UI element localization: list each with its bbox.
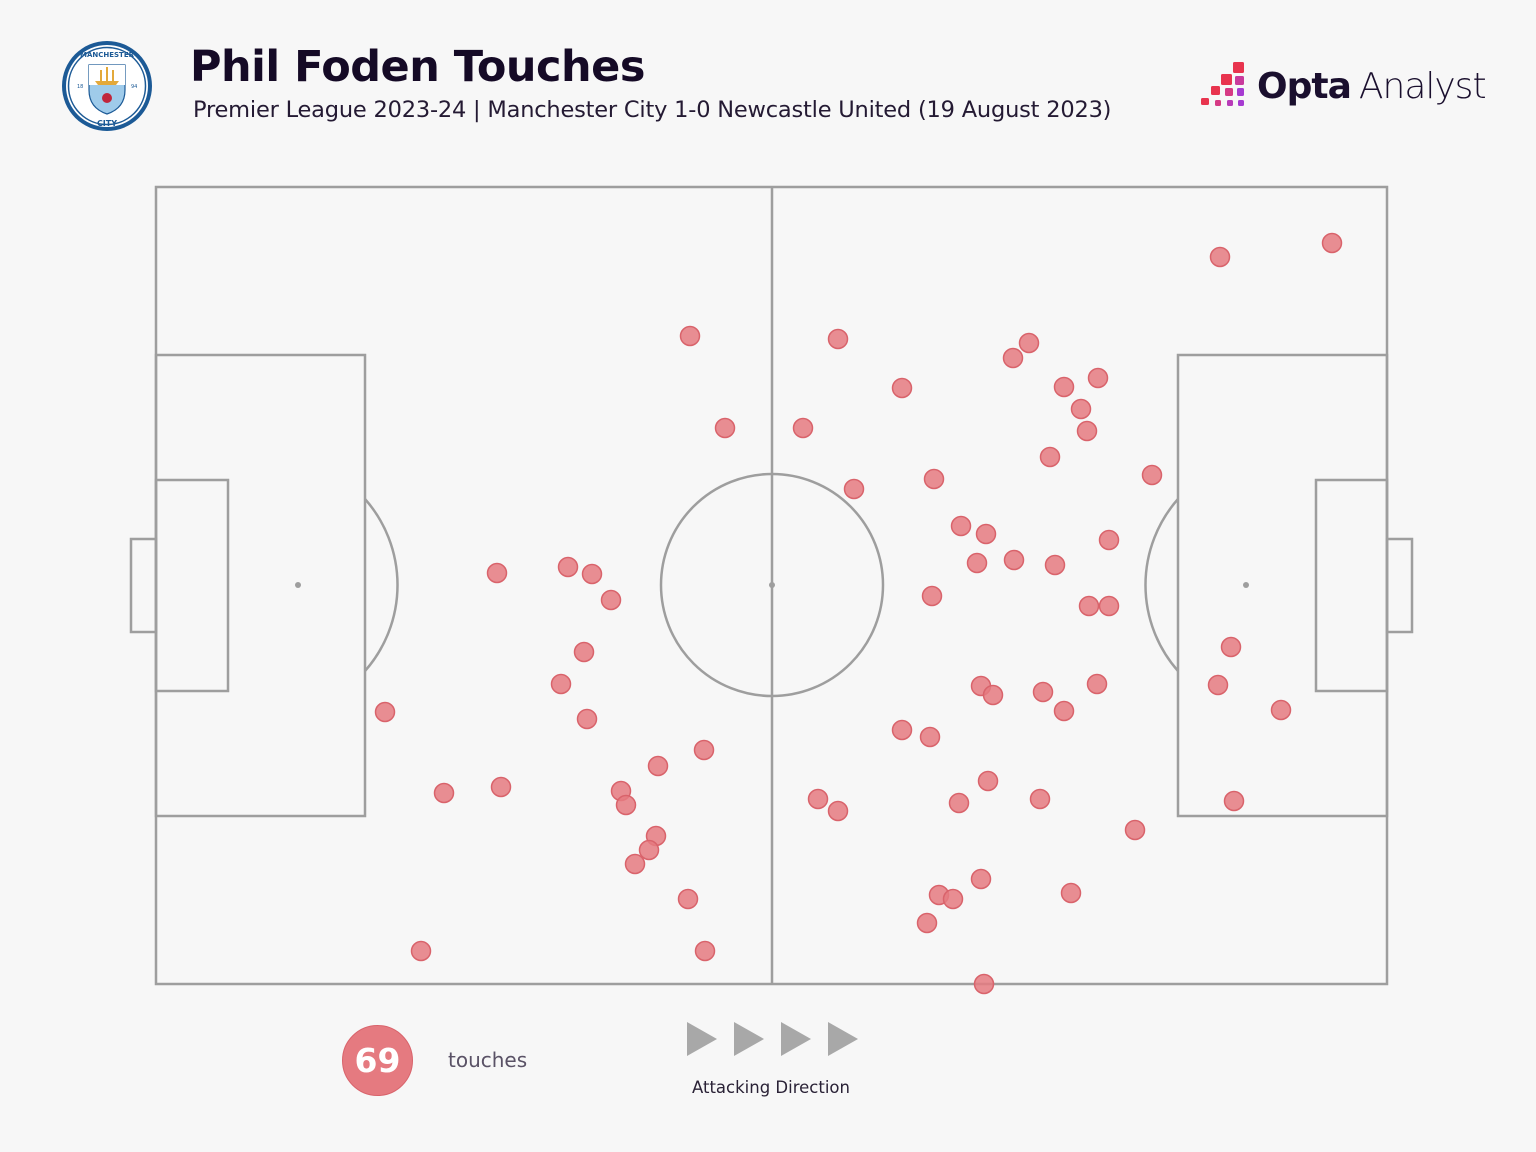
touch-dot	[977, 770, 999, 792]
touch-dot	[891, 377, 913, 399]
brand-analyst-text: Analyst	[1358, 65, 1487, 107]
attacking-direction-label: Attacking Direction	[692, 1078, 850, 1097]
touch-dot	[581, 563, 603, 585]
touch-dot	[975, 523, 997, 545]
touch-dot	[950, 515, 972, 537]
left-penalty-spot	[295, 582, 301, 588]
left-penalty-area	[154, 353, 367, 818]
pitch-markings	[129, 185, 1414, 986]
left-penalty-arc	[364, 498, 399, 672]
touch-dot	[843, 478, 865, 500]
touch-dot	[1060, 882, 1082, 904]
touch-dot	[1053, 700, 1075, 722]
touch-dot	[1044, 554, 1066, 576]
touch-dot	[1032, 681, 1054, 703]
touch-dot	[1209, 246, 1231, 268]
right-penalty-area	[1176, 353, 1389, 818]
touch-dot	[647, 755, 669, 777]
touch-dot	[916, 912, 938, 934]
touch-dot	[1207, 674, 1229, 696]
touch-dot	[982, 684, 1004, 706]
touch-dot	[923, 468, 945, 490]
touch-dot	[970, 868, 992, 890]
touch-dot	[1003, 549, 1025, 571]
touch-dot	[1086, 673, 1108, 695]
touch-dot	[374, 701, 396, 723]
touch-dot	[1220, 636, 1242, 658]
touch-dot	[973, 973, 995, 995]
left-six-yard-box	[154, 478, 230, 693]
opta-analyst-logo: Opta Analyst	[1197, 60, 1487, 112]
svg-text:MANCHESTER: MANCHESTER	[80, 51, 135, 59]
touch-dot	[1098, 595, 1120, 617]
touch-dot	[693, 739, 715, 761]
touch-dot	[576, 708, 598, 730]
touch-dot	[1078, 595, 1100, 617]
right-penalty-spot	[1243, 582, 1249, 588]
touch-dot	[1076, 420, 1098, 442]
touch-dot	[919, 726, 941, 748]
touch-dot	[1270, 699, 1292, 721]
touch-dot	[966, 552, 988, 574]
touch-dot	[948, 792, 970, 814]
left-goal	[129, 537, 158, 634]
play-arrow-icon	[734, 1022, 764, 1056]
svg-text:CITY: CITY	[97, 119, 117, 128]
touch-dot	[638, 839, 660, 861]
page-title: Phil Foden Touches	[190, 42, 645, 92]
touch-dot	[1002, 347, 1024, 369]
opta-pixel-mark-icon	[1201, 62, 1244, 106]
touch-dot	[694, 940, 716, 962]
attacking-direction-arrows	[687, 1022, 858, 1056]
touch-dots	[374, 232, 1343, 995]
touch-dot	[942, 888, 964, 910]
touch-dot	[615, 794, 637, 816]
play-arrow-icon	[687, 1022, 717, 1056]
touch-dot	[1029, 788, 1051, 810]
touch-dot	[624, 853, 646, 875]
touch-dot	[550, 673, 572, 695]
touch-dot	[1039, 446, 1061, 468]
touch-dot	[679, 325, 701, 347]
touch-dot	[573, 641, 595, 663]
right-penalty-arc	[1144, 498, 1179, 672]
svg-text:94: 94	[131, 84, 137, 90]
touch-dot	[827, 328, 849, 350]
right-goal	[1385, 537, 1414, 634]
touch-dot	[921, 585, 943, 607]
touch-dot	[1321, 232, 1343, 254]
touch-dot	[714, 417, 736, 439]
centre-circle	[659, 472, 885, 698]
play-arrow-icon	[828, 1022, 858, 1056]
match-subtitle: Premier League 2023-24 | Manchester City…	[193, 97, 1112, 123]
touch-dot	[1053, 376, 1075, 398]
brand-opta-text: Opta	[1257, 65, 1352, 107]
touch-dot	[1223, 790, 1245, 812]
touch-dot	[557, 556, 579, 578]
touch-dot	[677, 888, 699, 910]
touch-dot	[827, 800, 849, 822]
centre-spot	[769, 582, 775, 588]
touch-dot	[1018, 332, 1040, 354]
play-arrow-icon	[781, 1022, 811, 1056]
right-six-yard-box	[1314, 478, 1389, 693]
touch-dot	[807, 788, 829, 810]
svg-text:18: 18	[77, 84, 83, 90]
touch-dot	[486, 562, 508, 584]
touch-dot	[600, 589, 622, 611]
touch-dot	[1141, 464, 1163, 486]
touch-dot	[410, 940, 432, 962]
touch-count-label: touches	[448, 1048, 528, 1072]
touch-count-badge: 69	[342, 1025, 413, 1096]
touch-dot	[1124, 819, 1146, 841]
touch-dot	[891, 719, 913, 741]
touch-dot	[433, 782, 455, 804]
manchester-city-crest-icon: CITY MANCHESTER 18 94	[62, 41, 152, 131]
touch-dot	[1087, 367, 1109, 389]
touch-dot	[490, 776, 512, 798]
touch-dot	[792, 417, 814, 439]
touch-dot	[1070, 398, 1092, 420]
touch-dot	[1098, 529, 1120, 551]
